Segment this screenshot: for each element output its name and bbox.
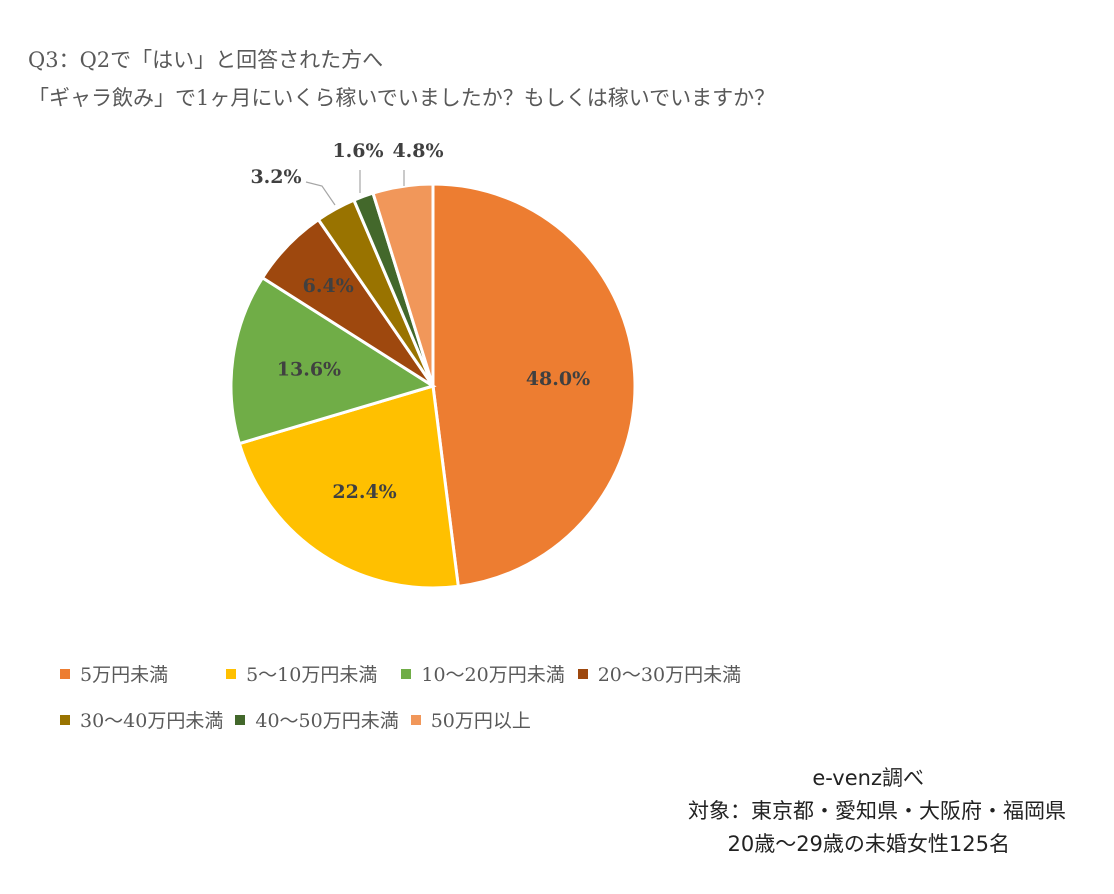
source-note: e-venz調べ [812, 766, 924, 790]
data-label: 6.4% [303, 275, 354, 297]
legend-label: 10〜20万円未満 [421, 664, 565, 686]
legend-label: 50万円以上 [430, 710, 531, 732]
legend-item: 5〜10万円未満 [226, 660, 377, 687]
data-label: 1.6% [332, 140, 383, 162]
pie-chart: 48.0% 22.4% 13.6% 6.4% 3.2% 1.6% 4.8% [229, 140, 637, 590]
chart-title-line-1: Q3：Q2で「はい」と回答された方へ [28, 48, 384, 72]
legend-label: 30〜40万円未満 [80, 710, 224, 732]
data-label: 4.8% [392, 140, 443, 162]
legend-swatch [60, 714, 70, 725]
legend-row: 5万円未満 5〜10万円未満 10〜20万円未満 20〜30万円未満 [60, 660, 741, 687]
legend-swatch [410, 714, 421, 725]
legend-row: 30〜40万円未満 40〜50万円未満 50万円以上 [60, 706, 531, 733]
data-label: 48.0% [526, 368, 590, 390]
legend-item: 40〜50万円未満 [235, 706, 399, 733]
legend-label: 5〜10万円未満 [246, 664, 378, 686]
sample-note: 20歳〜29歳の未婚女性125名 [727, 832, 1010, 856]
legend-item: 5万円未満 [60, 660, 168, 687]
pie-slice [371, 182, 435, 387]
legend-label: 40〜50万円未満 [255, 710, 399, 732]
legend-item: 10〜20万円未満 [401, 660, 565, 687]
legend-swatch [60, 668, 70, 679]
legend-swatch [226, 668, 237, 679]
data-label: 3.2% [250, 166, 301, 188]
legend-swatch [577, 668, 588, 679]
legend-item: 30〜40万円未満 [60, 706, 223, 733]
pie-slice [431, 182, 637, 589]
data-label: 22.4% [332, 481, 396, 503]
legend-swatch [235, 714, 246, 725]
pie-slice [237, 384, 460, 590]
survey-target-note: 対象：東京都・愛知県・大阪府・福岡県 [688, 799, 1066, 823]
legend-swatch [401, 668, 412, 679]
legend-item: 20〜30万円未満 [577, 660, 742, 687]
legend-label: 5万円未満 [80, 664, 169, 686]
legend-label: 20〜30万円未満 [597, 664, 742, 686]
chart-title-line-2: 「ギャラ飲み」で1ヶ月にいくら稼いでいましたか？もしくは稼いでいますか？ [28, 86, 776, 110]
pie-slice [229, 275, 437, 446]
leader-line [305, 181, 336, 206]
data-label: 13.6% [277, 359, 341, 381]
legend-item: 50万円以上 [410, 706, 531, 733]
